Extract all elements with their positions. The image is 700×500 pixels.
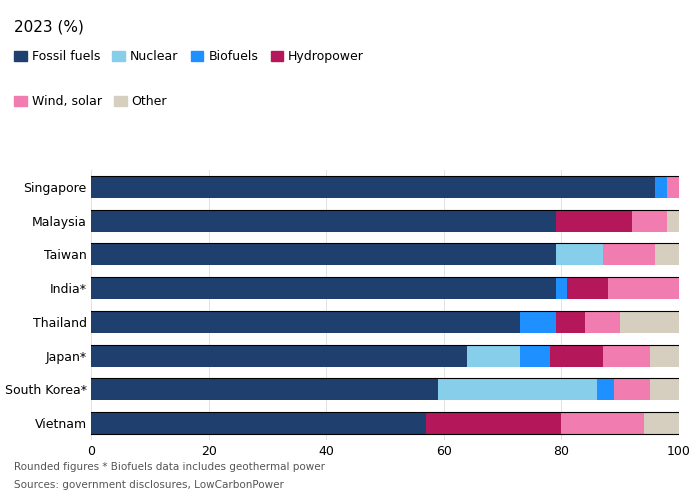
Bar (667, 210, 679, 232)
Bar (632, 210, 667, 232)
Bar (585, 311, 620, 333)
Bar (603, 344, 650, 366)
Bar (426, 412, 561, 434)
Legend: Wind, solar, Other: Wind, solar, Other (14, 95, 167, 108)
Bar (438, 378, 596, 400)
Bar (91, 344, 468, 366)
Bar (650, 344, 679, 366)
Bar (561, 412, 644, 434)
Bar (556, 210, 632, 232)
Bar (596, 378, 615, 400)
Legend: Fossil fuels, Nuclear, Biofuels, Hydropower: Fossil fuels, Nuclear, Biofuels, Hydropo… (14, 50, 364, 63)
Bar (655, 244, 679, 266)
Bar (620, 311, 679, 333)
Bar (91, 277, 556, 299)
Bar (603, 244, 655, 266)
Bar (567, 277, 608, 299)
Text: 2023 (%): 2023 (%) (14, 20, 84, 35)
Bar (520, 344, 550, 366)
Text: Sources: government disclosures, LowCarbonPower: Sources: government disclosures, LowCarb… (14, 480, 284, 490)
Bar (556, 311, 585, 333)
Bar (650, 378, 679, 400)
Bar (556, 277, 567, 299)
Bar (468, 344, 520, 366)
Text: Rounded figures * Biofuels data includes geothermal power: Rounded figures * Biofuels data includes… (14, 462, 325, 472)
Bar (550, 344, 603, 366)
Bar (667, 176, 679, 198)
Bar (615, 378, 650, 400)
Bar (91, 176, 655, 198)
Bar (655, 176, 667, 198)
Bar (91, 412, 426, 434)
Bar (556, 244, 603, 266)
Bar (91, 210, 556, 232)
Bar (91, 311, 520, 333)
Bar (608, 277, 679, 299)
Bar (91, 244, 556, 266)
Bar (644, 412, 679, 434)
Bar (520, 311, 556, 333)
Bar (91, 378, 438, 400)
